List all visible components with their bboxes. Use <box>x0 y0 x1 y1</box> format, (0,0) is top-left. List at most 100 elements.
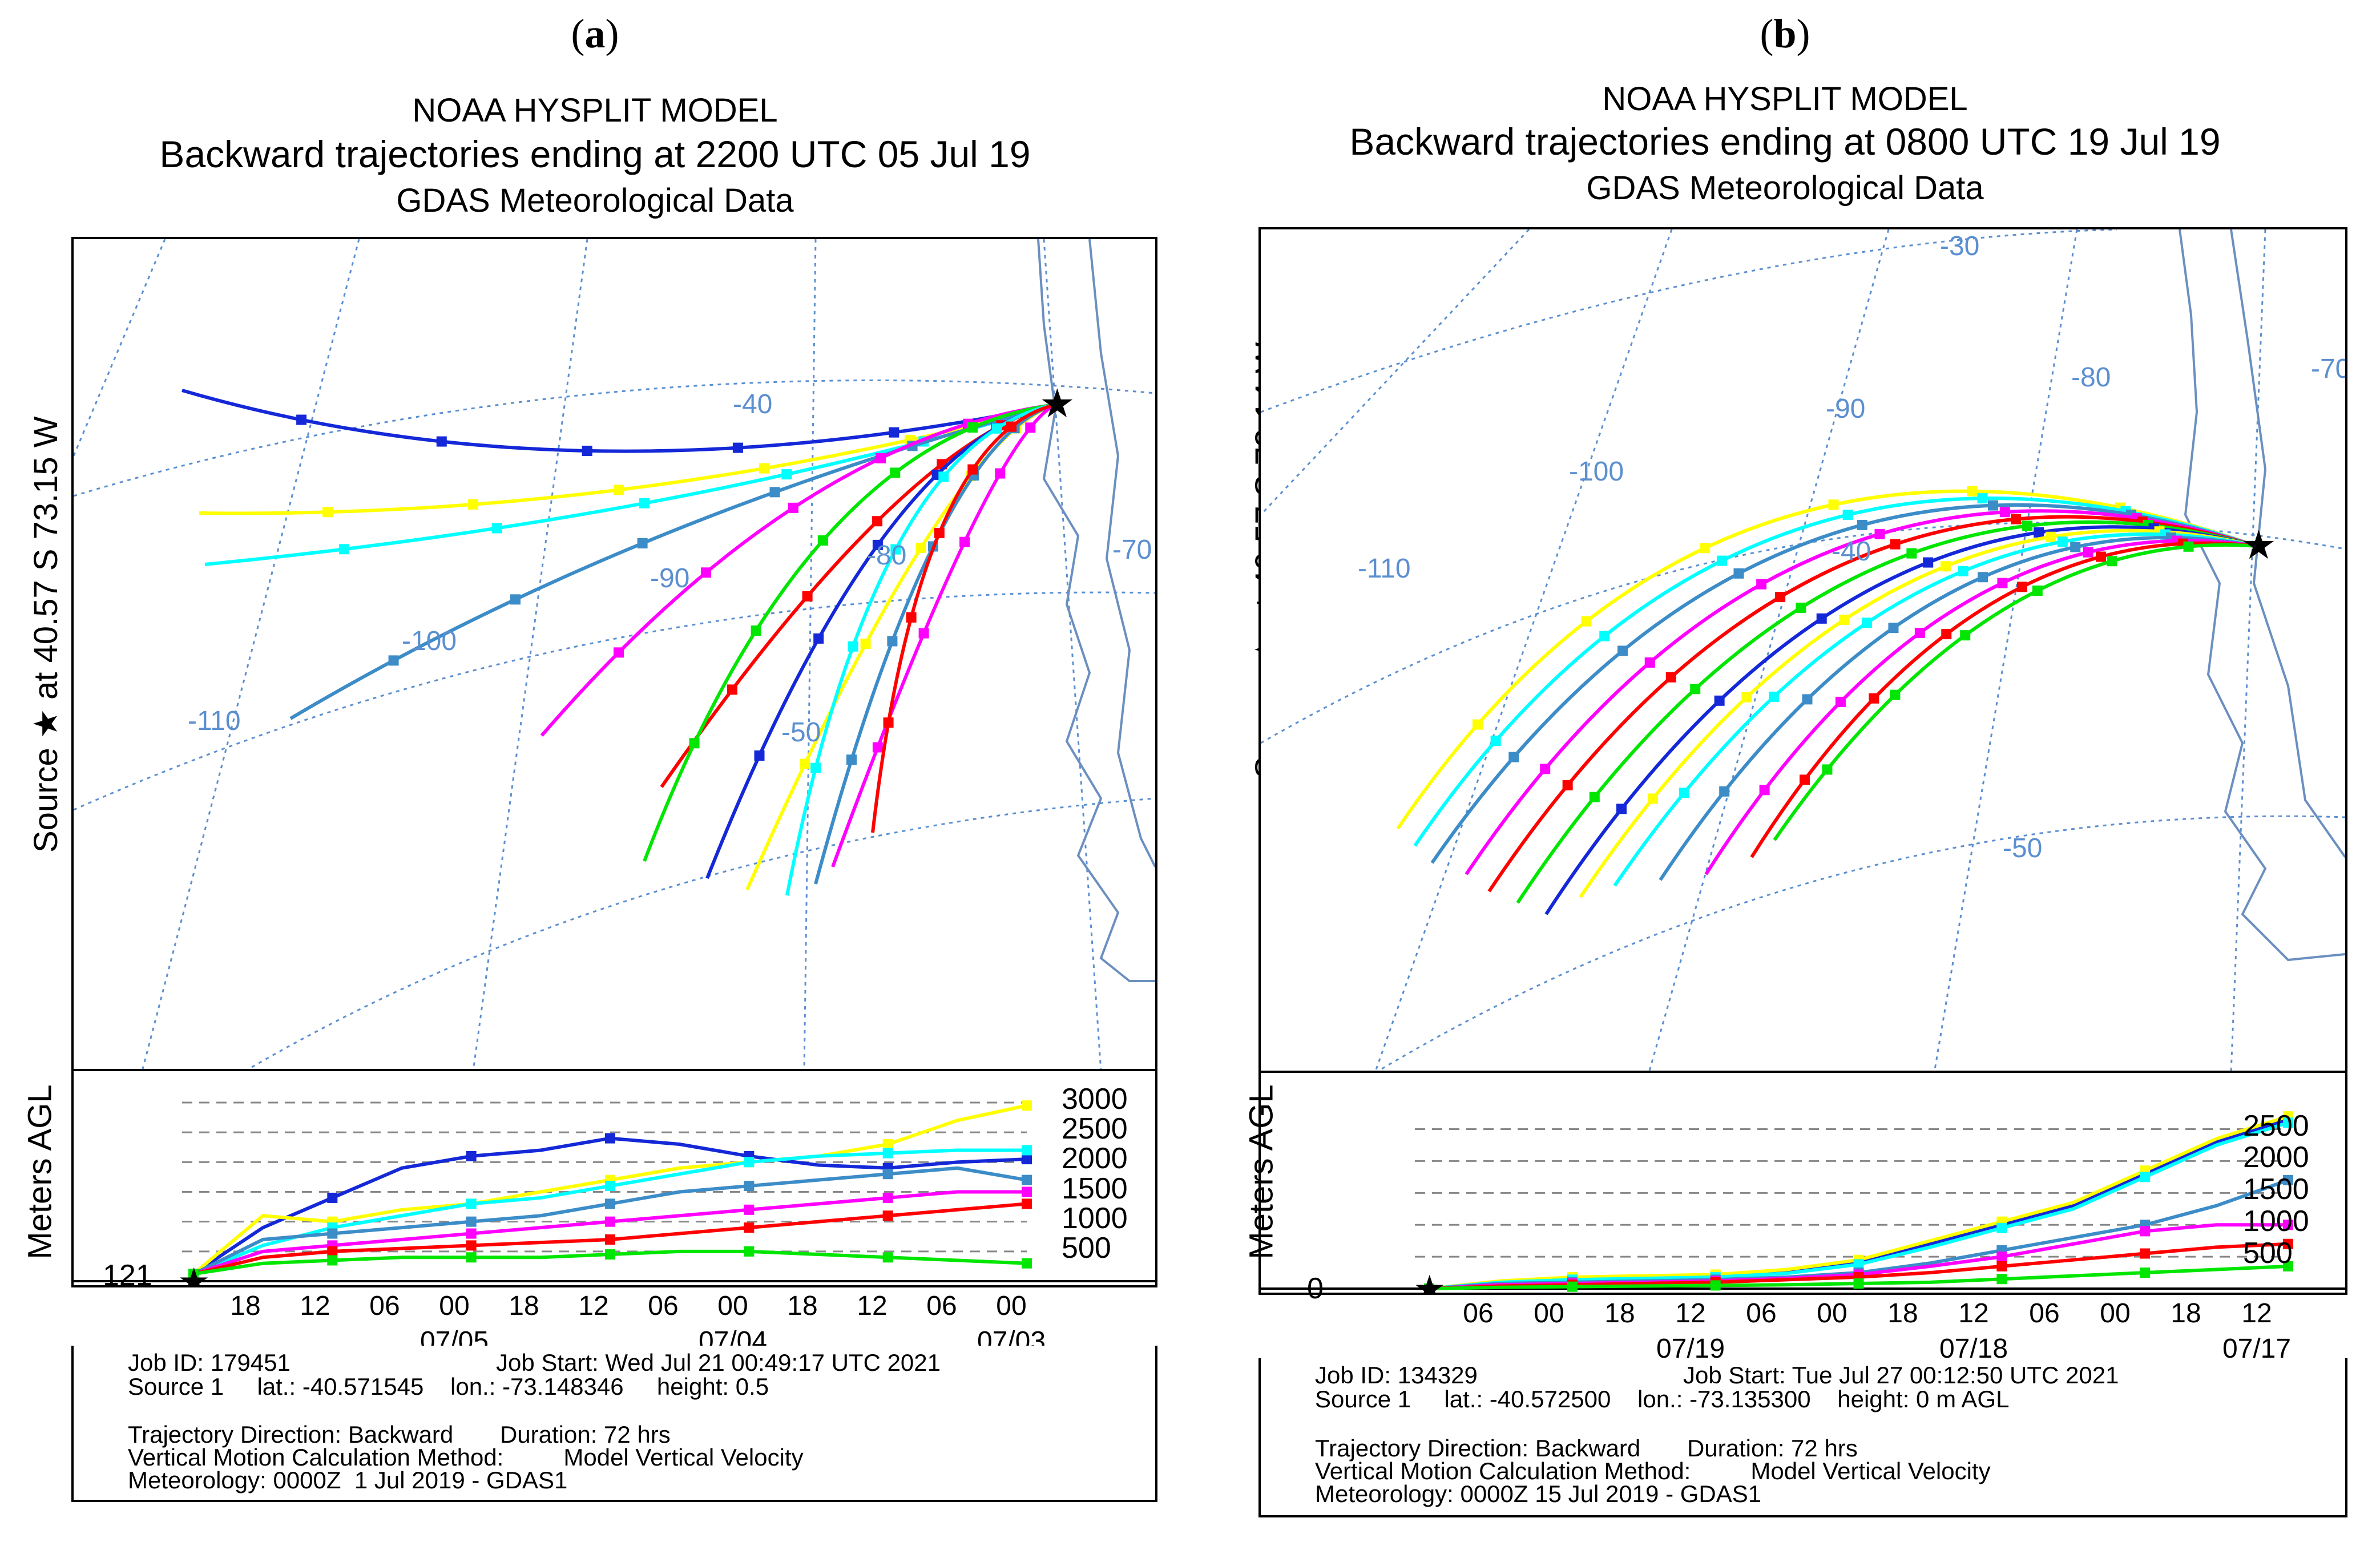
altitude-marker <box>1022 1100 1032 1111</box>
trajectory-marker <box>846 754 857 765</box>
grid-line <box>2230 229 2266 1073</box>
altitude-marker <box>1022 1258 1032 1269</box>
grid-line <box>1374 229 1673 1073</box>
trajectory-marker <box>769 487 780 498</box>
altitude-marker <box>466 1151 477 1161</box>
altitude-marker <box>1022 1145 1032 1156</box>
trajectory-marker <box>2032 586 2043 596</box>
trajectory-marker <box>637 538 648 549</box>
grid-label: -50 <box>781 717 821 748</box>
coastline <box>2179 229 2345 962</box>
job-id: Job ID: 179451 <box>128 1349 291 1376</box>
map-svg: ★ -30 -80 -70 -90 -100 -110 -40 -50 <box>1261 229 2345 1073</box>
grid-line <box>244 797 1155 1071</box>
altitude-svg: ★ <box>1261 1111 2345 1293</box>
hour-tick-label: 18 <box>1887 1298 1918 1329</box>
altitude-tick-label: 2500 <box>2243 1109 2309 1143</box>
altitude-marker <box>1022 1186 1032 1197</box>
altitude-marker <box>2140 1172 2151 1182</box>
altitude-tick-label: 500 <box>1062 1231 1111 1265</box>
altitude-marker <box>1424 1283 1434 1293</box>
job-start: Job Start: Wed Jul 21 00:49:17 UTC 2021 <box>496 1349 941 1376</box>
trajectory-marker <box>1665 672 1676 683</box>
trajectory-marker <box>848 641 858 652</box>
altitude-tick-label: 1500 <box>1062 1172 1128 1205</box>
trajectory-marker <box>1508 752 1519 762</box>
grid-label: -40 <box>1832 536 1871 567</box>
altitude-plot: ★ <box>71 1069 1157 1287</box>
altitude-marker <box>744 1246 755 1257</box>
trajectory-marker <box>1977 493 1988 504</box>
trajectory-line <box>785 403 1056 896</box>
trajectory-lines: ★ <box>1396 486 2277 915</box>
trajectory-marker <box>1978 572 1988 583</box>
trajectory-marker <box>1800 774 1810 785</box>
altitude-tick-label: 1000 <box>2243 1205 2309 1238</box>
source-label: Source ★ at 40.57 S 73.15 W <box>27 416 64 853</box>
grid-label: -100 <box>1569 457 1624 487</box>
trajectory-line <box>1704 539 2257 875</box>
chart-subtitle: Backward trajectories ending at 2200 UTC… <box>159 133 1031 175</box>
trajectory-line <box>1613 532 2257 887</box>
trajectory-marker <box>1714 695 1725 706</box>
altitude-marker <box>327 1192 338 1203</box>
trajectory-marker <box>1756 579 1767 590</box>
start-height: 0 <box>1307 1272 1324 1305</box>
trajectory-marker <box>468 499 478 510</box>
altitude-axis-label: Meters AGL <box>1243 1084 1280 1260</box>
trajectory-marker <box>751 625 761 636</box>
trajectory-marker <box>639 498 650 508</box>
grid-labels: -30 -80 -70 -90 -100 -110 -40 -50 <box>1358 231 2345 863</box>
trajectory-marker <box>802 591 813 602</box>
hour-tick-label: 12 <box>2241 1298 2272 1329</box>
trajectory-marker <box>1616 804 1627 814</box>
altitude-marker <box>2140 1226 2151 1237</box>
altitude-tick-label: 3000 <box>1062 1083 1128 1116</box>
trajectory-marker <box>1802 694 1813 705</box>
trajectory-marker <box>860 639 871 649</box>
altitude-tick-label: 500 <box>2243 1237 2293 1270</box>
trajectory-marker <box>1796 602 1806 613</box>
trajectory-marker <box>1759 785 1770 796</box>
trajectory-marker <box>1940 561 1951 572</box>
trajectory-marker <box>689 738 700 749</box>
hour-tick-label: 06 <box>1746 1298 1777 1329</box>
grid-line <box>1374 815 2345 1073</box>
trajectory-marker <box>2070 542 2081 552</box>
trajectory-marker <box>754 750 765 761</box>
source-star-icon: ★ <box>1413 1268 1446 1293</box>
trajectory-marker <box>1857 519 1867 530</box>
altitude-marker <box>1996 1222 2007 1233</box>
trajectory-marker <box>890 467 901 478</box>
grid-label: -100 <box>402 626 457 656</box>
trajectory-marker <box>322 507 333 518</box>
trajectory-line <box>1750 541 2257 858</box>
grid-label: -30 <box>1940 231 1979 261</box>
trajectory-marker <box>2183 541 2194 552</box>
trajectory-marker <box>1914 628 1925 639</box>
altitude-marker <box>882 1192 893 1203</box>
trajectory-marker <box>1999 507 2010 518</box>
meteo-title: GDAS Meteorological Data <box>396 182 794 219</box>
trajectory-marker <box>1890 689 1901 700</box>
trajectory-marker <box>1906 548 1917 559</box>
hour-tick-label: 12 <box>1675 1298 1706 1329</box>
trajectory-marker <box>1589 792 1600 802</box>
trajectory-marker <box>1647 793 1658 804</box>
grid-label: -70 <box>2311 354 2345 384</box>
trajectory-marker <box>1472 719 1483 730</box>
trajectory-marker <box>1769 691 1780 702</box>
hour-tick-label: 18 <box>509 1291 539 1321</box>
trajectory-marker <box>1888 623 1899 633</box>
panel-label: (a) <box>571 11 619 56</box>
altitude-marker <box>2283 1238 2293 1249</box>
model-title: NOAA HYSPLIT MODEL <box>412 92 778 129</box>
trajectory-marker <box>883 717 894 728</box>
hour-tick-label: 00 <box>717 1291 748 1321</box>
trajectory-marker <box>872 539 883 550</box>
trajectory-line <box>1396 489 2258 830</box>
altitude-plot: ★ <box>1258 1071 2347 1295</box>
trajectory-marker <box>1690 684 1701 695</box>
trajectory-marker <box>2022 520 2033 531</box>
altitude-marker <box>882 1210 893 1221</box>
